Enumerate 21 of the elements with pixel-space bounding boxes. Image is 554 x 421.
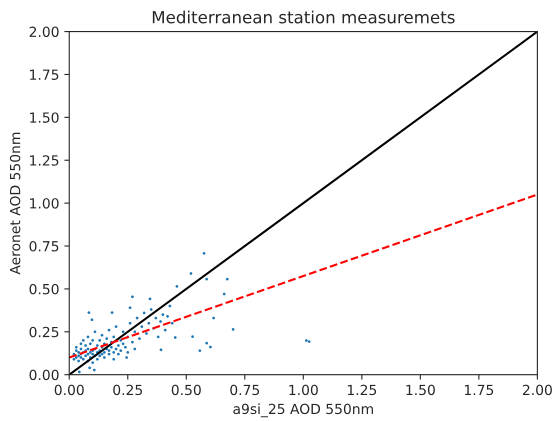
x-tick-label: 0.75 [230, 384, 260, 396]
x-tick-label: 1.00 [289, 384, 318, 396]
y-tick-label: 1.00 [30, 198, 59, 209]
y-tick-label: 0.25 [30, 326, 58, 338]
y-tick-label: 1.50 [30, 112, 59, 123]
x-tick-label: 0.50 [172, 384, 201, 396]
x-tick-label: 2.00 [522, 384, 552, 396]
y-axis-title: Aeronet AOD 550nm [10, 132, 20, 275]
x-tick-label: 1.50 [406, 384, 435, 396]
y-tick-label: 2.00 [30, 26, 59, 38]
y-tick-label: 0.75 [30, 240, 58, 252]
x-tick-label: 0.25 [113, 384, 142, 396]
x-tick-label: 0.00 [54, 384, 84, 396]
x-tick-label: 1.75 [464, 384, 494, 396]
y-tick-label: 0.50 [30, 284, 59, 294]
x-axis-title: a9si_25 AOD 550nm [233, 403, 373, 418]
y-tick-label: 1.25 [30, 155, 58, 166]
y-tick-label: 0.00 [30, 370, 59, 380]
chart-title: Mediterranean station measuremets [152, 10, 455, 24]
x-tick-label: 1.25 [348, 384, 376, 396]
y-tick-label: 1.75 [30, 70, 58, 80]
